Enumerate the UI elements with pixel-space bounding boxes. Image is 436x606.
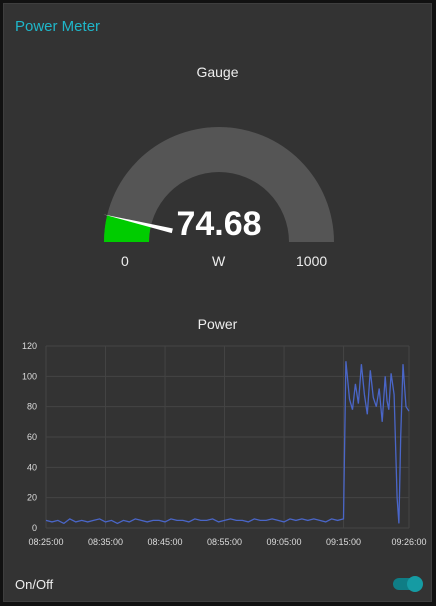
x-tick-label: 08:55:00 — [207, 537, 242, 547]
chart-title: Power — [197, 316, 238, 332]
gauge-min-label: 0 — [121, 253, 129, 269]
y-tick-label: 80 — [27, 402, 37, 412]
gauge-widget — [103, 127, 334, 242]
switch-knob[interactable] — [407, 576, 423, 592]
y-tick-label: 120 — [22, 341, 37, 351]
gauge-fill — [104, 215, 151, 242]
x-tick-label: 08:35:00 — [88, 537, 123, 547]
toggle-label: On/Off — [15, 577, 54, 592]
x-tick-label: 09:15:00 — [326, 537, 361, 547]
gauge-unit-label: W — [212, 253, 226, 269]
power-series-line — [45, 361, 410, 525]
y-tick-label: 0 — [32, 523, 37, 533]
y-tick-label: 40 — [27, 462, 37, 472]
card-title: Power Meter — [15, 18, 101, 35]
chart-grid — [45, 345, 410, 529]
on-off-row: On/Off — [4, 572, 431, 596]
y-tick-label: 60 — [27, 432, 37, 442]
chart-x-axis: 08:25:00 08:35:00 08:45:00 08:55:00 09:05:00… — [28, 537, 426, 547]
y-tick-label: 20 — [27, 493, 37, 503]
x-tick-label: 08:25:00 — [28, 537, 63, 547]
x-tick-label: 08:45:00 — [147, 537, 182, 547]
power-chart: 0 20 40 60 80 100 120 08:25:00 08:35:00 08:45:00… — [22, 341, 427, 547]
gauge-needle — [103, 214, 173, 234]
gauge-track — [104, 127, 334, 242]
x-tick-label: 09:05:00 — [267, 537, 302, 547]
chart-y-axis: 0 20 40 60 80 100 120 — [22, 341, 37, 533]
x-tick-label: 09:26:00 — [391, 537, 426, 547]
y-tick-label: 100 — [22, 371, 37, 381]
on-off-switch[interactable] — [393, 576, 423, 592]
gauge-value: 74.68 — [176, 205, 262, 243]
gauge-title: Gauge — [196, 64, 239, 80]
power-meter-card: Power Meter Gauge 74.68 0 W 1000 Power 0… — [3, 3, 432, 602]
gauge-max-label: 1000 — [296, 253, 328, 269]
